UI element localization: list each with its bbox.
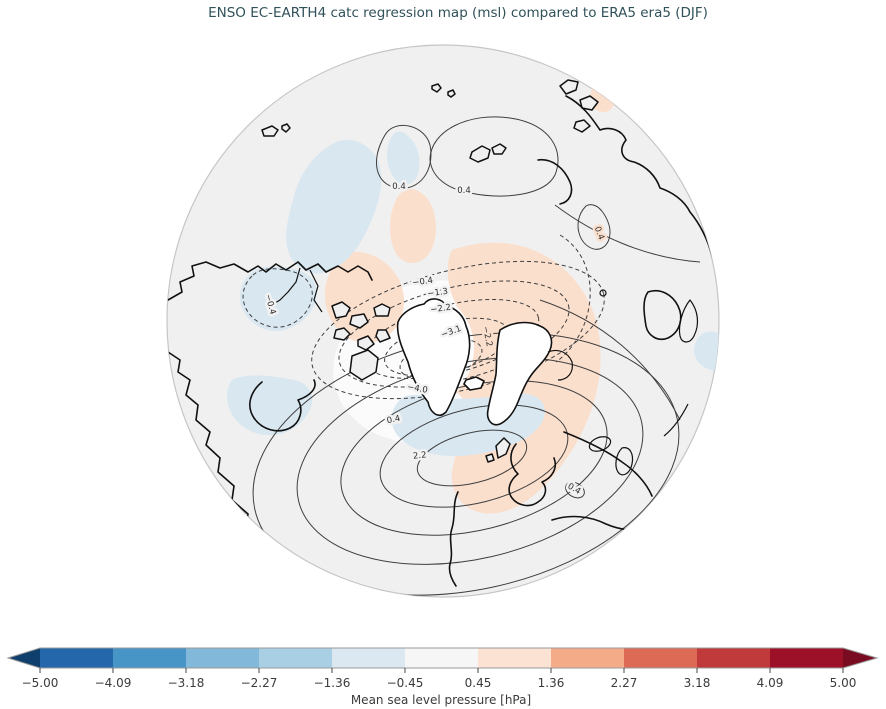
contour-line-solid [577, 204, 611, 250]
coastline-alaska [309, 269, 323, 313]
tick-label: −5.00 [22, 676, 59, 690]
coastline-arctic-coast [167, 261, 373, 301]
shade-region [390, 188, 436, 264]
tick-label: −3.18 [168, 676, 205, 690]
colorbar-arrow-low [8, 648, 40, 668]
tick-label: 0.45 [465, 676, 492, 690]
shade-region [386, 131, 420, 185]
colorbar-segment [332, 648, 405, 668]
coastline-island [357, 335, 375, 351]
coastline-east-asia [563, 431, 653, 497]
shade-region [286, 139, 382, 274]
contour-label: 0.4 [457, 186, 471, 196]
coastline-island [431, 83, 442, 93]
coastline-svalbard [469, 145, 491, 163]
coastline-asia [565, 95, 713, 257]
coastline-white-sea [547, 349, 573, 381]
page-title: ENSO EC-EARTH4 catc regression map (msl)… [208, 5, 708, 21]
coastline-island [261, 125, 279, 137]
tick-label: 4.09 [757, 676, 784, 690]
coastline-caspian-sea [615, 447, 634, 476]
contour-line-solid [416, 429, 528, 487]
coastline-island [333, 327, 351, 341]
coastline-greenland [396, 298, 471, 417]
contour-label: 0.4 [392, 182, 406, 192]
polar-map: 0.4 0.4 −0.4 −1.3 −2.2 −3.1 −4.0 0.4 2.2… [166, 44, 720, 598]
contour-line-solid [539, 299, 681, 421]
colorbar-arrow-high [843, 648, 877, 668]
coastline-island [573, 119, 591, 133]
contour-line-dashed [311, 260, 605, 400]
shade-region [694, 331, 719, 370]
coastline-iceland [463, 376, 485, 391]
contour-label: −2.2 [430, 303, 452, 316]
coastline-scandinavia [486, 321, 553, 426]
coastline-britain [495, 437, 511, 459]
negative-shading [227, 131, 719, 456]
colorbar-segment [186, 648, 259, 668]
colorbar-segment [697, 648, 770, 668]
contour-line-solid [429, 116, 559, 197]
coastline-hudson-bay [249, 379, 316, 432]
coastline-island [375, 329, 391, 343]
coastline-island [331, 301, 351, 319]
coastline-island [559, 79, 579, 95]
coastline-japan [663, 403, 689, 437]
coastline-okhotsk [643, 290, 682, 341]
colorbar-segment [624, 648, 697, 668]
contour-line-solid [565, 481, 585, 499]
colorbar-axis-label: Mean sea level pressure [hPa] [351, 693, 531, 707]
tick-label: 1.36 [538, 676, 565, 690]
coastline-kamchatka [678, 299, 699, 343]
coastline-island [349, 313, 369, 329]
coastline-svalbard [491, 143, 507, 155]
coastline-bering [269, 267, 301, 307]
shade-region [227, 375, 313, 436]
contour-line-dashed [399, 338, 483, 380]
tick-label: 5.00 [830, 676, 857, 690]
coastline-island [447, 89, 456, 98]
colorbar-segment [113, 648, 186, 668]
shade-region [324, 251, 404, 344]
colorbar-segment [770, 648, 843, 668]
coastline-west-africa [448, 491, 459, 587]
contour-line-dashed [242, 268, 313, 328]
tick-label: 2.27 [611, 676, 638, 690]
coastline-island [373, 303, 391, 317]
coastline-ireland [485, 453, 495, 463]
colorbar-tick-labels: −5.00 −4.09 −3.18 −2.27 −1.36 −0.45 0.45… [22, 676, 857, 690]
tick-label: −0.45 [387, 676, 424, 690]
tick-label: −1.36 [314, 676, 351, 690]
contour-label: 2.2 [413, 450, 428, 461]
colorbar-segment [40, 648, 113, 668]
tick-label: 3.18 [684, 676, 711, 690]
contour-line-dashed [338, 280, 570, 388]
contour-line-dashed [555, 234, 591, 363]
coastline-island [281, 123, 291, 133]
tick-label: −4.09 [95, 676, 132, 690]
colorbar-ticks [39, 668, 844, 673]
contour-line-solid [554, 204, 701, 263]
coastline-novaya-zemlya [537, 158, 573, 205]
coastline-europe [508, 443, 557, 507]
colorbar: −5.00 −4.09 −3.18 −2.27 −1.36 −0.45 0.45… [6, 647, 879, 707]
colorbar-segment [551, 648, 624, 668]
coastline-black-sea [588, 436, 612, 452]
tick-label: −2.27 [241, 676, 278, 690]
colorbar-segment [478, 648, 551, 668]
shade-region [239, 266, 318, 332]
colorbar-segment [405, 648, 478, 668]
colorbar-segment [259, 648, 332, 668]
coastlines [167, 79, 713, 597]
coastline-lake [599, 289, 607, 297]
coastline-island [349, 349, 379, 381]
contour-line-solid [376, 125, 432, 189]
